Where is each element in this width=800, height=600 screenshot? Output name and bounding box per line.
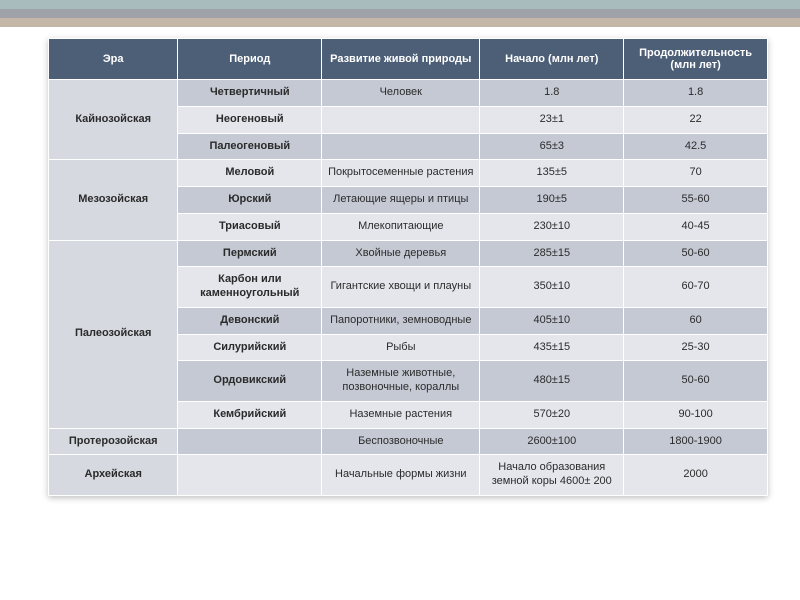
development-cell: Рыбы	[322, 334, 480, 361]
start-cell: 135±5	[480, 160, 624, 187]
duration-cell: 70	[624, 160, 768, 187]
development-cell: Папоротники, земноводные	[322, 307, 480, 334]
header-period: Период	[178, 39, 322, 80]
era-cell: Кайнозойская	[49, 80, 178, 160]
period-cell: Четвертичный	[178, 80, 322, 107]
period-cell: Палеогеновый	[178, 133, 322, 160]
era-cell: Архейская	[49, 455, 178, 496]
table-row: ПалеозойскаяПермскийХвойные деревья285±1…	[49, 240, 768, 267]
duration-cell: 50-60	[624, 361, 768, 402]
development-cell	[322, 106, 480, 133]
geologic-eras-table: Эра Период Развитие живой природы Начало…	[48, 38, 768, 496]
table-row: МезозойскаяМеловойПокрытосеменные растен…	[49, 160, 768, 187]
header-development: Развитие живой природы	[322, 39, 480, 80]
header-duration: Продолжительность (млн лет)	[624, 39, 768, 80]
period-cell: Силурийский	[178, 334, 322, 361]
period-cell: Юрский	[178, 187, 322, 214]
duration-cell: 40-45	[624, 213, 768, 240]
development-cell: Хвойные деревья	[322, 240, 480, 267]
start-cell: 2600±100	[480, 428, 624, 455]
development-cell: Млекопитающие	[322, 213, 480, 240]
development-cell: Наземные животные, позвоночные, кораллы	[322, 361, 480, 402]
decorative-bands	[0, 0, 800, 28]
start-cell: 1.8	[480, 80, 624, 107]
duration-cell: 1.8	[624, 80, 768, 107]
start-cell: 285±15	[480, 240, 624, 267]
duration-cell: 2000	[624, 455, 768, 496]
period-cell	[178, 428, 322, 455]
header-row: Эра Период Развитие живой природы Начало…	[49, 39, 768, 80]
period-cell: Пермский	[178, 240, 322, 267]
header-start: Начало (млн лет)	[480, 39, 624, 80]
development-cell: Человек	[322, 80, 480, 107]
era-cell: Палеозойская	[49, 240, 178, 428]
duration-cell: 55-60	[624, 187, 768, 214]
duration-cell: 1800-1900	[624, 428, 768, 455]
start-cell: Начало образования земной коры 4600± 200	[480, 455, 624, 496]
period-cell: Ордовикский	[178, 361, 322, 402]
start-cell: 350±10	[480, 267, 624, 308]
duration-cell: 50-60	[624, 240, 768, 267]
era-cell: Мезозойская	[49, 160, 178, 240]
duration-cell: 22	[624, 106, 768, 133]
development-cell: Наземные растения	[322, 401, 480, 428]
start-cell: 65±3	[480, 133, 624, 160]
duration-cell: 25-30	[624, 334, 768, 361]
duration-cell: 60-70	[624, 267, 768, 308]
start-cell: 190±5	[480, 187, 624, 214]
period-cell: Меловой	[178, 160, 322, 187]
development-cell: Покрытосеменные растения	[322, 160, 480, 187]
development-cell	[322, 133, 480, 160]
period-cell: Кембрийский	[178, 401, 322, 428]
development-cell: Гигантские хвощи и плауны	[322, 267, 480, 308]
header-era: Эра	[49, 39, 178, 80]
duration-cell: 42.5	[624, 133, 768, 160]
period-cell: Девонский	[178, 307, 322, 334]
data-table: Эра Период Развитие живой природы Начало…	[48, 38, 768, 496]
development-cell: Начальные формы жизни	[322, 455, 480, 496]
start-cell: 435±15	[480, 334, 624, 361]
duration-cell: 90-100	[624, 401, 768, 428]
table-row: Архейская Начальные формы жизниНачало обр…	[49, 455, 768, 496]
period-cell	[178, 455, 322, 496]
start-cell: 23±1	[480, 106, 624, 133]
table-row: Протерозойская Беспозвоночные2600±1001800…	[49, 428, 768, 455]
start-cell: 570±20	[480, 401, 624, 428]
era-cell: Протерозойская	[49, 428, 178, 455]
period-cell: Триасовый	[178, 213, 322, 240]
period-cell: Неогеновый	[178, 106, 322, 133]
start-cell: 480±15	[480, 361, 624, 402]
duration-cell: 60	[624, 307, 768, 334]
period-cell: Карбон или каменноугольный	[178, 267, 322, 308]
start-cell: 230±10	[480, 213, 624, 240]
start-cell: 405±10	[480, 307, 624, 334]
table-row: КайнозойскаяЧетвертичныйЧеловек1.81.8	[49, 80, 768, 107]
development-cell: Летающие ящеры и птицы	[322, 187, 480, 214]
development-cell: Беспозвоночные	[322, 428, 480, 455]
